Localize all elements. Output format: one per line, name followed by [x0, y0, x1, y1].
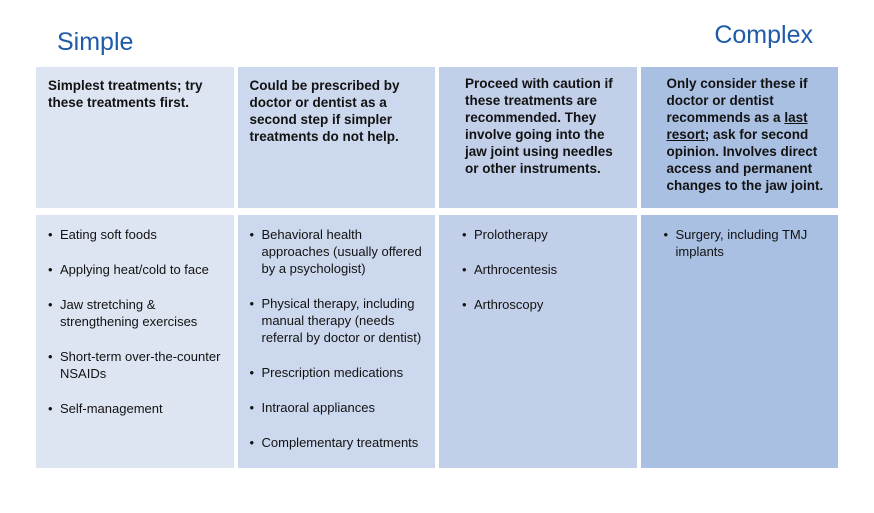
- treatment-item-label: Self-management: [60, 401, 163, 416]
- column-body-proceed-with-caution: • Prolotherapy • Arthrocentesis • Arthroscopy: [439, 215, 637, 468]
- column-body-simplest: • Eating soft foods • Applying heat/cold to…: [36, 215, 234, 468]
- header-text-segment: Could be prescribed by doctor or dentist…: [249, 78, 400, 144]
- bullet-icon: •: [462, 297, 467, 312]
- column-body-last-resort: • Surgery, including TMJ implants: [640, 215, 838, 468]
- treatment-item-label: Physical therapy, including manual thera…: [261, 296, 422, 345]
- treatment-item: • Arthrocentesis: [462, 261, 629, 278]
- header-text-segment: Only consider these if doctor or dentist…: [666, 76, 808, 125]
- treatment-item-label: Applying heat/cold to face: [60, 262, 209, 277]
- column-header-text: Proceed with caution if these treatments…: [465, 75, 628, 177]
- bullet-icon: •: [48, 262, 53, 277]
- treatment-list: • Eating soft foods • Applying heat/cold to…: [48, 226, 226, 417]
- column-header-last-resort: Only consider these if doctor or dentist…: [640, 67, 838, 208]
- bullet-icon: •: [462, 227, 467, 242]
- treatment-item-label: Eating soft foods: [60, 227, 157, 242]
- scale-label-complex: Complex: [714, 21, 813, 49]
- treatment-item-label: Short-term over-the-counter NSAIDs: [60, 349, 221, 381]
- bullet-icon: •: [48, 297, 53, 312]
- treatment-item: • Short-term over-the-counter NSAIDs: [48, 348, 226, 382]
- column-header-second-step: Could be prescribed by doctor or dentist…: [237, 67, 435, 208]
- header-text-segment: Proceed with caution if these treatments…: [465, 76, 613, 176]
- treatment-item: • Eating soft foods: [48, 226, 226, 243]
- treatment-item-label: Intraoral appliances: [261, 400, 375, 415]
- bullet-icon: •: [48, 227, 53, 242]
- treatment-item: • Prescription medications: [250, 364, 428, 381]
- bullet-icon: •: [249, 365, 255, 380]
- treatment-item-label: Jaw stretching & strengthening exercises: [60, 297, 198, 329]
- bullet-icon: •: [462, 262, 467, 277]
- underlined-text: last resort: [666, 110, 808, 142]
- treatment-table: Simplest treatments; try these treatment…: [36, 67, 838, 468]
- column-header-text: Could be prescribed by doctor or dentist…: [250, 77, 427, 145]
- treatment-list: • Behavioral health approaches (usually o…: [250, 226, 428, 451]
- header-text-segment: ; ask for second opinion. Involves direc…: [666, 127, 824, 193]
- treatment-item-label: Prolotherapy: [474, 227, 548, 242]
- column-header-proceed-with-caution: Proceed with caution if these treatments…: [439, 67, 637, 208]
- treatment-item-label: Complementary treatments: [261, 435, 419, 450]
- bullet-icon: •: [48, 401, 53, 416]
- bullet-icon: •: [249, 435, 255, 450]
- treatment-item: • Physical therapy, including manual ther…: [250, 295, 428, 346]
- treatment-item: • Complementary treatments: [250, 434, 428, 451]
- bullet-icon: •: [663, 227, 669, 242]
- treatment-item: • Jaw stretching & strengthening exercise…: [48, 296, 226, 330]
- bullet-icon: •: [249, 296, 255, 311]
- header-text-segment: Simplest treatments; try these treatment…: [48, 78, 203, 110]
- bullet-icon: •: [48, 349, 53, 364]
- column-header-simplest: Simplest treatments; try these treatment…: [36, 67, 234, 208]
- column-header-text: Only consider these if doctor or dentist…: [667, 75, 830, 194]
- treatment-item: • Intraoral appliances: [250, 399, 428, 416]
- bullet-icon: •: [249, 227, 255, 242]
- treatment-item: • Self-management: [48, 400, 226, 417]
- treatment-item: • Surgery, including TMJ implants: [664, 226, 831, 260]
- treatment-list: • Prolotherapy • Arthrocentesis • Arthroscopy: [462, 226, 629, 313]
- treatment-item-label: Prescription medications: [261, 365, 404, 380]
- column-body-second-step: • Behavioral health approaches (usually o…: [237, 215, 435, 468]
- treatment-item-label: Arthroscopy: [474, 297, 544, 312]
- bullet-icon: •: [249, 400, 255, 415]
- column-header-text: Simplest treatments; try these treatment…: [48, 77, 225, 111]
- treatment-list: • Surgery, including TMJ implants: [664, 226, 831, 260]
- treatment-item: • Applying heat/cold to face: [48, 261, 226, 278]
- treatment-item: • Prolotherapy: [462, 226, 629, 243]
- treatment-item-label: Behavioral health approaches (usually of…: [261, 227, 422, 276]
- treatment-item-label: Surgery, including TMJ implants: [675, 227, 808, 259]
- treatment-item: • Arthroscopy: [462, 296, 629, 313]
- treatment-item: • Behavioral health approaches (usually o…: [250, 226, 428, 277]
- scale-label-simple: Simple: [57, 28, 134, 56]
- treatment-item-label: Arthrocentesis: [474, 262, 558, 277]
